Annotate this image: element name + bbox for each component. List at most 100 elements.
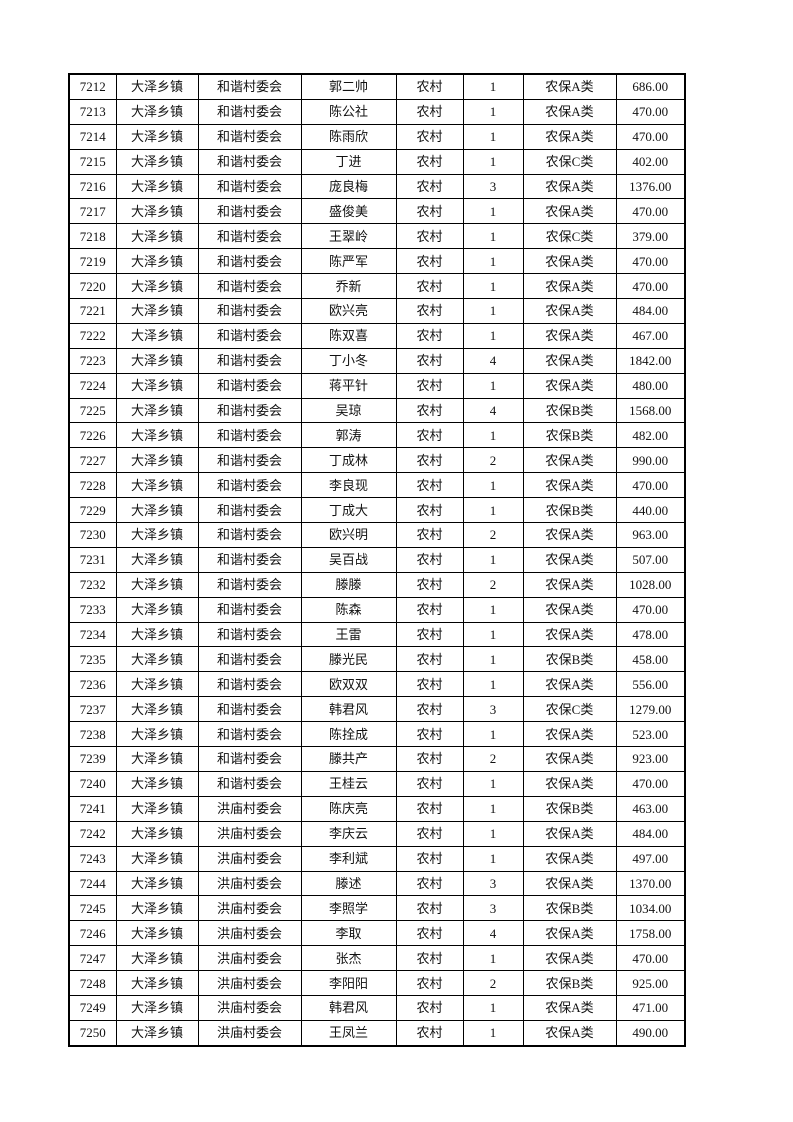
town-cell: 大泽乡镇 xyxy=(115,472,199,499)
category-cell: 农保A类 xyxy=(522,248,617,275)
table-row: 7232 大泽乡镇 和谐村委会 滕滕 农村 2 农保A类 1028.00 xyxy=(68,571,686,598)
type-cell: 农村 xyxy=(395,671,464,698)
category-cell: 农保A类 xyxy=(522,123,617,150)
type-cell: 农村 xyxy=(395,770,464,797)
amount-cell: 925.00 xyxy=(615,970,686,996)
category-cell: 农保B类 xyxy=(522,895,617,922)
type-cell: 农村 xyxy=(395,845,464,872)
count-cell: 1 xyxy=(462,770,524,797)
table-row: 7217 大泽乡镇 和谐村委会 盛俊美 农村 1 农保A类 470.00 xyxy=(68,198,686,225)
id-cell: 7220 xyxy=(68,273,117,300)
name-cell: 蒋平针 xyxy=(300,372,397,399)
category-cell: 农保A类 xyxy=(522,546,617,573)
name-cell: 欧双双 xyxy=(300,671,397,698)
type-cell: 农村 xyxy=(395,970,464,996)
table-row: 7227 大泽乡镇 和谐村委会 丁成林 农村 2 农保A类 990.00 xyxy=(68,447,686,474)
category-cell: 农保A类 xyxy=(522,273,617,300)
town-cell: 大泽乡镇 xyxy=(115,945,199,972)
count-cell: 1 xyxy=(462,372,524,399)
table-row: 7248 大泽乡镇 洪庙村委会 李阳阳 农村 2 农保B类 925.00 xyxy=(68,970,686,996)
name-cell: 庞良梅 xyxy=(300,173,397,200)
village-cell: 和谐村委会 xyxy=(197,696,302,723)
category-cell: 农保A类 xyxy=(522,596,617,623)
count-cell: 1 xyxy=(462,497,524,524)
name-cell: 陈雨欣 xyxy=(300,123,397,150)
type-cell: 农村 xyxy=(395,98,464,125)
amount-cell: 470.00 xyxy=(615,198,686,225)
type-cell: 农村 xyxy=(395,372,464,399)
records-table: 7212 大泽乡镇 和谐村委会 郭二帅 农村 1 农保A类 686.00 7213 大泽乡镇 和谐村… xyxy=(68,73,686,1047)
amount-cell: 470.00 xyxy=(615,123,686,150)
village-cell: 和谐村委会 xyxy=(197,273,302,300)
id-cell: 7250 xyxy=(68,1019,117,1047)
category-cell: 农保A类 xyxy=(522,372,617,399)
name-cell: 吴琼 xyxy=(300,397,397,424)
name-cell: 陈庆亮 xyxy=(300,795,397,822)
count-cell: 1 xyxy=(462,148,524,175)
type-cell: 农村 xyxy=(395,123,464,150)
name-cell: 滕光民 xyxy=(300,646,397,673)
table-row: 7230 大泽乡镇 和谐村委会 欧兴明 农村 2 农保A类 963.00 xyxy=(68,522,686,548)
count-cell: 1 xyxy=(462,646,524,673)
amount-cell: 440.00 xyxy=(615,497,686,524)
category-cell: 农保A类 xyxy=(522,298,617,324)
count-cell: 1 xyxy=(462,820,524,847)
type-cell: 农村 xyxy=(395,795,464,822)
count-cell: 2 xyxy=(462,571,524,598)
id-cell: 7244 xyxy=(68,870,117,897)
table-row: 7241 大泽乡镇 洪庙村委会 陈庆亮 农村 1 农保B类 463.00 xyxy=(68,795,686,822)
category-cell: 农保B类 xyxy=(522,970,617,996)
count-cell: 4 xyxy=(462,347,524,374)
village-cell: 和谐村委会 xyxy=(197,347,302,374)
table-row: 7249 大泽乡镇 洪庙村委会 韩君风 农村 1 农保A类 471.00 xyxy=(68,994,686,1021)
category-cell: 农保A类 xyxy=(522,746,617,772)
name-cell: 王凤兰 xyxy=(300,1019,397,1047)
amount-cell: 490.00 xyxy=(615,1019,686,1047)
category-cell: 农保A类 xyxy=(522,322,617,349)
town-cell: 大泽乡镇 xyxy=(115,223,199,250)
amount-cell: 478.00 xyxy=(615,621,686,648)
table-body: 7212 大泽乡镇 和谐村委会 郭二帅 农村 1 农保A类 686.00 7213 大泽乡镇 和谐村… xyxy=(68,73,686,1047)
type-cell: 农村 xyxy=(395,920,464,947)
id-cell: 7214 xyxy=(68,123,117,150)
name-cell: 李良现 xyxy=(300,472,397,499)
village-cell: 洪庙村委会 xyxy=(197,845,302,872)
amount-cell: 470.00 xyxy=(615,273,686,300)
category-cell: 农保B类 xyxy=(522,422,617,449)
amount-cell: 507.00 xyxy=(615,546,686,573)
town-cell: 大泽乡镇 xyxy=(115,696,199,723)
type-cell: 农村 xyxy=(395,322,464,349)
village-cell: 和谐村委会 xyxy=(197,322,302,349)
amount-cell: 1028.00 xyxy=(615,571,686,598)
name-cell: 王雷 xyxy=(300,621,397,648)
town-cell: 大泽乡镇 xyxy=(115,397,199,424)
id-cell: 7232 xyxy=(68,571,117,598)
count-cell: 2 xyxy=(462,522,524,548)
table-row: 7236 大泽乡镇 和谐村委会 欧双双 农村 1 农保A类 556.00 xyxy=(68,671,686,698)
type-cell: 农村 xyxy=(395,397,464,424)
town-cell: 大泽乡镇 xyxy=(115,596,199,623)
table-row: 7214 大泽乡镇 和谐村委会 陈雨欣 农村 1 农保A类 470.00 xyxy=(68,123,686,150)
count-cell: 3 xyxy=(462,895,524,922)
name-cell: 滕述 xyxy=(300,870,397,897)
amount-cell: 379.00 xyxy=(615,223,686,250)
category-cell: 农保A类 xyxy=(522,994,617,1021)
town-cell: 大泽乡镇 xyxy=(115,671,199,698)
category-cell: 农保B类 xyxy=(522,795,617,822)
count-cell: 1 xyxy=(462,721,524,748)
amount-cell: 402.00 xyxy=(615,148,686,175)
village-cell: 和谐村委会 xyxy=(197,372,302,399)
count-cell: 1 xyxy=(462,845,524,872)
table-row: 7237 大泽乡镇 和谐村委会 韩君风 农村 3 农保C类 1279.00 xyxy=(68,696,686,723)
count-cell: 2 xyxy=(462,447,524,474)
town-cell: 大泽乡镇 xyxy=(115,173,199,200)
name-cell: 李阳阳 xyxy=(300,970,397,996)
count-cell: 1 xyxy=(462,73,524,100)
town-cell: 大泽乡镇 xyxy=(115,198,199,225)
category-cell: 农保A类 xyxy=(522,73,617,100)
category-cell: 农保A类 xyxy=(522,945,617,972)
count-cell: 1 xyxy=(462,994,524,1021)
village-cell: 和谐村委会 xyxy=(197,123,302,150)
town-cell: 大泽乡镇 xyxy=(115,845,199,872)
village-cell: 和谐村委会 xyxy=(197,73,302,100)
